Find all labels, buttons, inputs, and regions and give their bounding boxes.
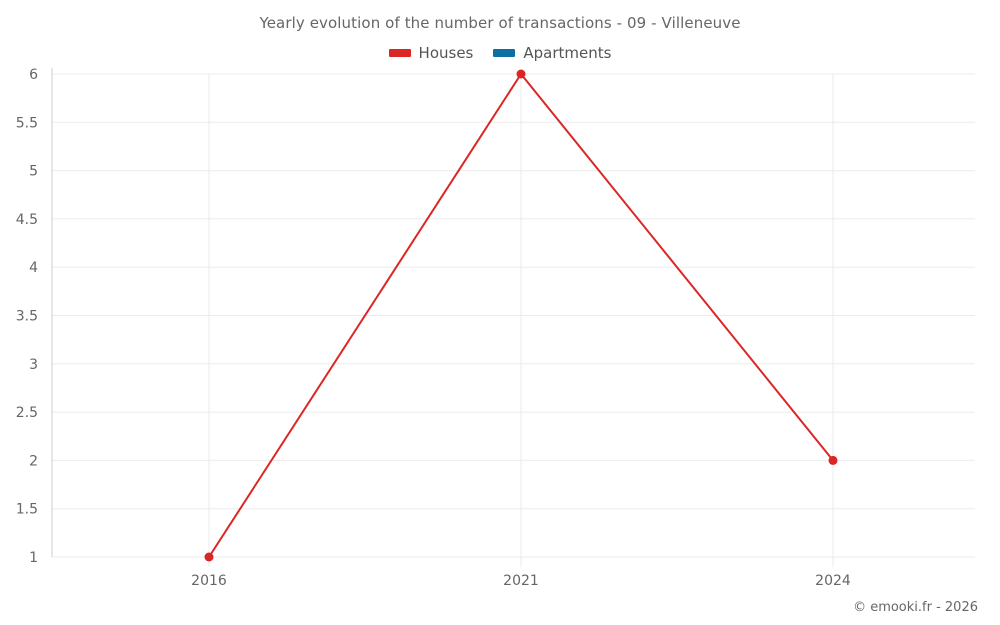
y-tick-label: 6 [29,67,38,83]
series-points [204,69,838,562]
data-point-houses[interactable] [828,455,838,465]
y-axis-tick-labels: 1 1.5 2 2.5 3 3.5 4 4.5 5 5.5 6 [16,67,38,566]
footer-copyright: © emooki.fr - 2026 [853,600,978,615]
x-tick-label: 2021 [503,573,539,589]
y-tick-label: 1 [29,550,38,566]
x-tick-label: 2016 [191,573,227,589]
legend-swatch-apartments-icon [493,49,516,57]
data-point-houses[interactable] [204,552,214,562]
y-tick-label: 2 [29,453,38,469]
legend-label-houses: Houses [418,44,474,62]
x-axis-tick-labels: 2016 2021 2024 [191,573,851,589]
legend-label-apartments: Apartments [523,44,612,62]
y-gridlines [52,73,975,558]
chart-title: Yearly evolution of the number of transa… [259,14,741,32]
data-point-houses[interactable] [516,69,526,79]
y-tick-label: 5.5 [16,115,38,131]
y-tick-label: 3.5 [16,309,38,325]
y-tick-label: 4 [29,260,38,276]
y-tick-label: 3 [29,357,38,373]
legend-item-houses[interactable]: Houses [388,44,474,62]
y-tick-label: 5 [29,164,38,180]
x-tick-label: 2024 [815,573,851,589]
y-tick-label: 2.5 [16,405,38,421]
legend-item-apartments[interactable]: Apartments [493,44,611,62]
legend-swatch-houses-icon [388,49,411,57]
y-tick-label: 4.5 [16,212,38,228]
y-tick-label: 1.5 [16,502,38,518]
chart-legend: Houses Apartments [0,44,1000,62]
x-gridlines [208,74,834,567]
